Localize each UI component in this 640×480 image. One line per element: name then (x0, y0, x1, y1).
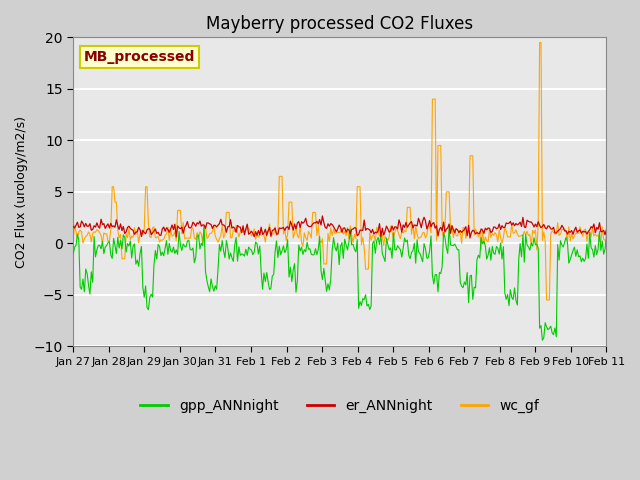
Y-axis label: CO2 Flux (urology/m2/s): CO2 Flux (urology/m2/s) (15, 116, 28, 268)
Text: MB_processed: MB_processed (84, 50, 195, 64)
Legend: gpp_ANNnight, er_ANNnight, wc_gf: gpp_ANNnight, er_ANNnight, wc_gf (135, 394, 545, 419)
Title: Mayberry processed CO2 Fluxes: Mayberry processed CO2 Fluxes (206, 15, 474, 33)
